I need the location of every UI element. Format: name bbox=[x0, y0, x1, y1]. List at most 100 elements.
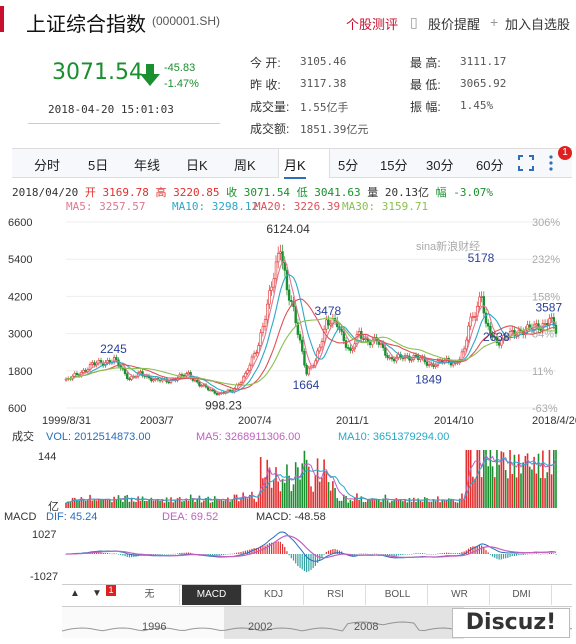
volume-bar bbox=[297, 467, 299, 508]
volume-bar bbox=[371, 498, 374, 508]
macd-bar bbox=[373, 553, 376, 555]
candle-body bbox=[451, 362, 455, 366]
volume-bar bbox=[176, 498, 179, 508]
plus-icon: + bbox=[490, 14, 499, 30]
volume-bar bbox=[218, 500, 220, 508]
macd-bar bbox=[437, 553, 439, 555]
tab-year[interactable]: 年线 bbox=[134, 158, 161, 173]
nav-down-icon[interactable]: ▼ bbox=[92, 588, 102, 599]
macd-bar bbox=[264, 545, 266, 554]
candle-body bbox=[152, 379, 155, 382]
volume-y-top: 144 bbox=[38, 451, 56, 463]
indicator-dmi[interactable]: DMI bbox=[492, 585, 552, 605]
indicator-macd[interactable]: MACD bbox=[182, 585, 242, 605]
candle-body bbox=[340, 328, 343, 332]
macd-bar bbox=[419, 553, 421, 554]
divider bbox=[28, 123, 220, 124]
review-link[interactable]: 个股测评 bbox=[346, 17, 399, 32]
macd-bar bbox=[435, 554, 437, 555]
price-change-pct: -1.47% bbox=[164, 78, 199, 90]
candle-body bbox=[294, 306, 297, 324]
candle-body bbox=[480, 296, 483, 298]
volume-bar bbox=[404, 498, 406, 508]
y-tick-right-label: 306% bbox=[532, 217, 560, 229]
volume-bar bbox=[119, 499, 122, 508]
volume-bar bbox=[513, 454, 516, 508]
volume-bar bbox=[305, 459, 308, 508]
nav-up-icon[interactable]: ▲ bbox=[70, 588, 80, 599]
candle-body bbox=[301, 339, 304, 352]
macd-bar bbox=[448, 552, 450, 554]
macd-bar bbox=[181, 552, 183, 554]
open-value: 3105.46 bbox=[300, 55, 347, 68]
indicator-none[interactable]: 无 bbox=[120, 585, 180, 605]
tab-monthly-k[interactable]: 月K bbox=[284, 155, 306, 179]
candle-body bbox=[493, 336, 496, 338]
tab-5min[interactable]: 5分 bbox=[338, 158, 359, 173]
candle-body bbox=[515, 334, 518, 337]
candle-body bbox=[357, 330, 361, 335]
volume-bar bbox=[415, 502, 417, 508]
tab-30min[interactable]: 30分 bbox=[426, 158, 454, 173]
open-label: 今 开: bbox=[250, 56, 281, 70]
price-alert-link[interactable]: 股价提醒 bbox=[428, 17, 481, 32]
tab-intraday[interactable]: 分时 bbox=[34, 158, 61, 173]
volume-bar bbox=[168, 501, 170, 508]
volume-bar bbox=[172, 502, 174, 508]
macd-bar bbox=[115, 553, 117, 555]
kline-chart[interactable]: sina新浪财经 6600 5400 4200 3000 1800 600 306% 232… bbox=[0, 212, 576, 612]
macd-bar bbox=[161, 554, 163, 555]
volume-bar bbox=[500, 451, 503, 508]
tab-daily-k[interactable]: 日K bbox=[186, 158, 208, 173]
macd-y-top: 1027 bbox=[32, 529, 56, 541]
quote-timestamp: 2018-04-20 15:01:03 bbox=[48, 103, 174, 116]
overview-window[interactable] bbox=[224, 607, 464, 639]
tab-5day[interactable]: 5日 bbox=[88, 158, 109, 173]
macd-bar bbox=[253, 548, 255, 554]
candle-body bbox=[82, 369, 85, 373]
macd-bar bbox=[498, 554, 500, 560]
period-tabs: 分时 5日 年线 日K 周K 月K 5分 15分 30分 60分 bbox=[12, 148, 572, 179]
candle-body bbox=[467, 325, 470, 341]
indicator-rsi[interactable]: RSI bbox=[306, 585, 366, 605]
candle-body bbox=[550, 317, 553, 319]
volume-bar bbox=[489, 450, 492, 508]
more-menu-icon[interactable] bbox=[548, 154, 554, 172]
add-watchlist-link[interactable]: 加入自选股 bbox=[505, 17, 571, 32]
macd-bar bbox=[430, 554, 432, 555]
current-price: 3071.54 bbox=[52, 60, 143, 85]
volume-bar bbox=[117, 495, 120, 508]
volume-bar bbox=[174, 500, 177, 508]
candle-body bbox=[327, 319, 330, 326]
macd-bar bbox=[176, 553, 179, 555]
candle-body bbox=[528, 324, 531, 328]
volume-bar bbox=[408, 497, 411, 508]
volume-bar bbox=[426, 498, 428, 508]
candle-body bbox=[344, 340, 348, 348]
candle-body bbox=[349, 347, 352, 351]
macd-bar bbox=[465, 550, 467, 554]
indicator-kdj[interactable]: KDJ bbox=[244, 585, 304, 605]
tab-weekly-k[interactable]: 周K bbox=[234, 158, 256, 173]
candle-body bbox=[117, 359, 120, 367]
y-tick-label: 4200 bbox=[8, 291, 32, 303]
overview-tick-1: 1996 bbox=[142, 621, 167, 633]
x-tick-label: 2007/4 bbox=[238, 415, 272, 427]
tab-15min[interactable]: 15分 bbox=[380, 158, 408, 173]
macd-bar bbox=[529, 553, 531, 555]
fullscreen-icon[interactable] bbox=[518, 155, 534, 171]
candle-body bbox=[462, 348, 466, 353]
volume-bar bbox=[181, 501, 183, 508]
volume-bar bbox=[537, 453, 540, 508]
candle-body bbox=[351, 348, 354, 351]
macd-bar bbox=[408, 554, 411, 555]
volume-bar bbox=[259, 457, 262, 508]
macd-bar bbox=[463, 551, 465, 554]
indicator-boll[interactable]: BOLL bbox=[368, 585, 428, 605]
tab-60min[interactable]: 60分 bbox=[476, 158, 504, 173]
volume-bar bbox=[196, 499, 199, 508]
indicator-wr[interactable]: WR bbox=[430, 585, 490, 605]
macd-bar bbox=[303, 554, 306, 572]
macd-bar bbox=[174, 553, 176, 555]
macd-bar bbox=[454, 553, 456, 554]
